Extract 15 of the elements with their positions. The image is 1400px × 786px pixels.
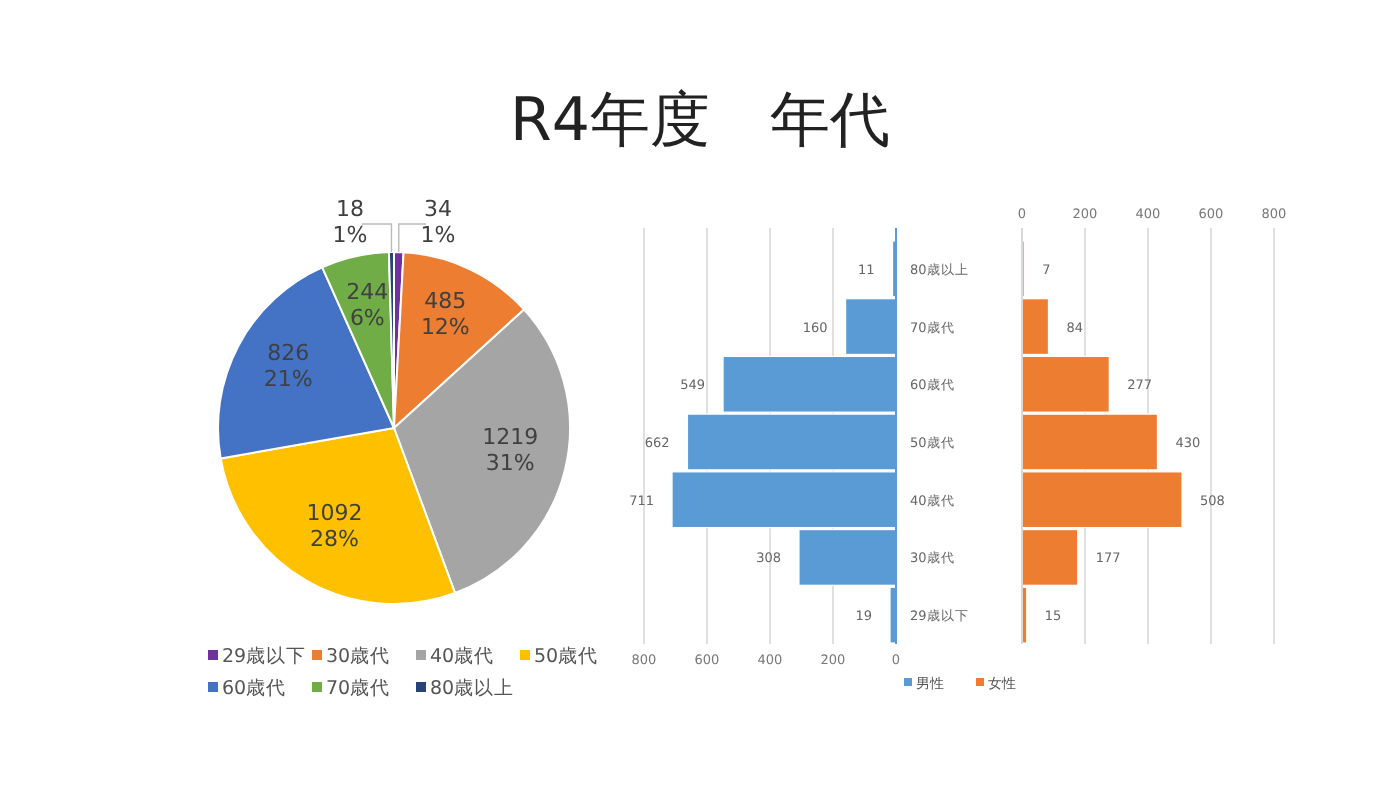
legend-label: 29歳以下	[222, 644, 307, 668]
data-label: 1219 31%	[482, 424, 539, 477]
chart-title: R4年度 年代	[510, 86, 890, 156]
legend-label: 60歳代	[222, 676, 287, 700]
data-label: 244 6%	[346, 279, 389, 332]
data-label: 485 12%	[420, 287, 470, 340]
data-label: 1092 28%	[306, 499, 363, 552]
legend-label: 50歳代	[534, 644, 599, 668]
legend-label: 30歳代	[326, 644, 391, 668]
legend-label: 70歳代	[326, 676, 391, 700]
legend-label: 40歳代	[430, 644, 495, 668]
legend-label: 80歳以上	[430, 676, 515, 700]
data-label: 34 1%	[420, 196, 456, 248]
data-label: 826 21%	[263, 339, 313, 392]
data-label: 18 1%	[332, 196, 368, 248]
